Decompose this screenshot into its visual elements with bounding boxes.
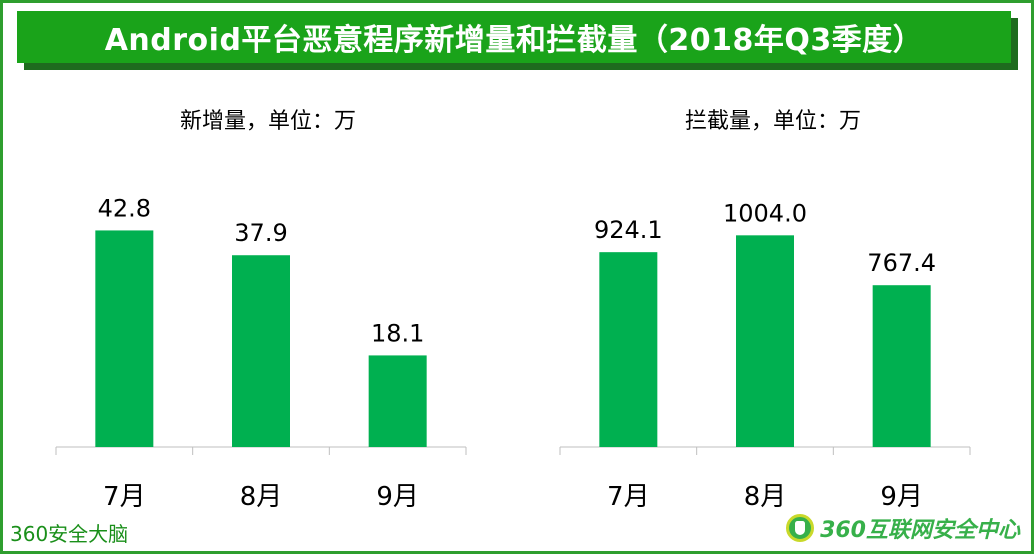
chart-title: 新增量，单位：万	[180, 109, 356, 134]
category-label: 7月	[103, 482, 146, 512]
category-label: 8月	[744, 482, 787, 512]
category-label: 7月	[607, 482, 650, 512]
page-title: Android平台恶意程序新增量和拦截量（2018年Q3季度）	[17, 11, 1011, 63]
category-label: 9月	[376, 482, 419, 512]
bar-7月	[599, 252, 658, 447]
bar-8月	[232, 255, 290, 447]
data-label: 42.8	[98, 194, 151, 222]
chart-title: 拦截量，单位：万	[685, 109, 861, 134]
bar-7月	[95, 230, 154, 447]
brand-name: 360互联网安全中心	[820, 518, 1020, 543]
category-label: 9月	[880, 482, 923, 512]
category-label: 8月	[240, 482, 283, 512]
brand-logo: 360互联网安全中心	[786, 512, 1020, 544]
data-label: 18.1	[371, 319, 424, 347]
chart-1: 新增量，单位：万 42.8 7月 37.9 8月 18.1 9月	[55, 109, 467, 512]
data-label: 924.1	[594, 216, 663, 244]
chart-2: 拦截量，单位：万 924.1 7月 1004.0 8月 767.4 9月	[559, 109, 971, 512]
brand-shield-icon	[786, 514, 815, 542]
bar-9月	[368, 355, 427, 447]
bar-9月	[872, 285, 931, 447]
data-label: 767.4	[867, 249, 936, 277]
data-label: 1004.0	[723, 199, 807, 227]
source-label: 360安全大脑	[10, 522, 129, 546]
data-label: 37.9	[234, 219, 287, 247]
bar-8月	[736, 235, 794, 447]
